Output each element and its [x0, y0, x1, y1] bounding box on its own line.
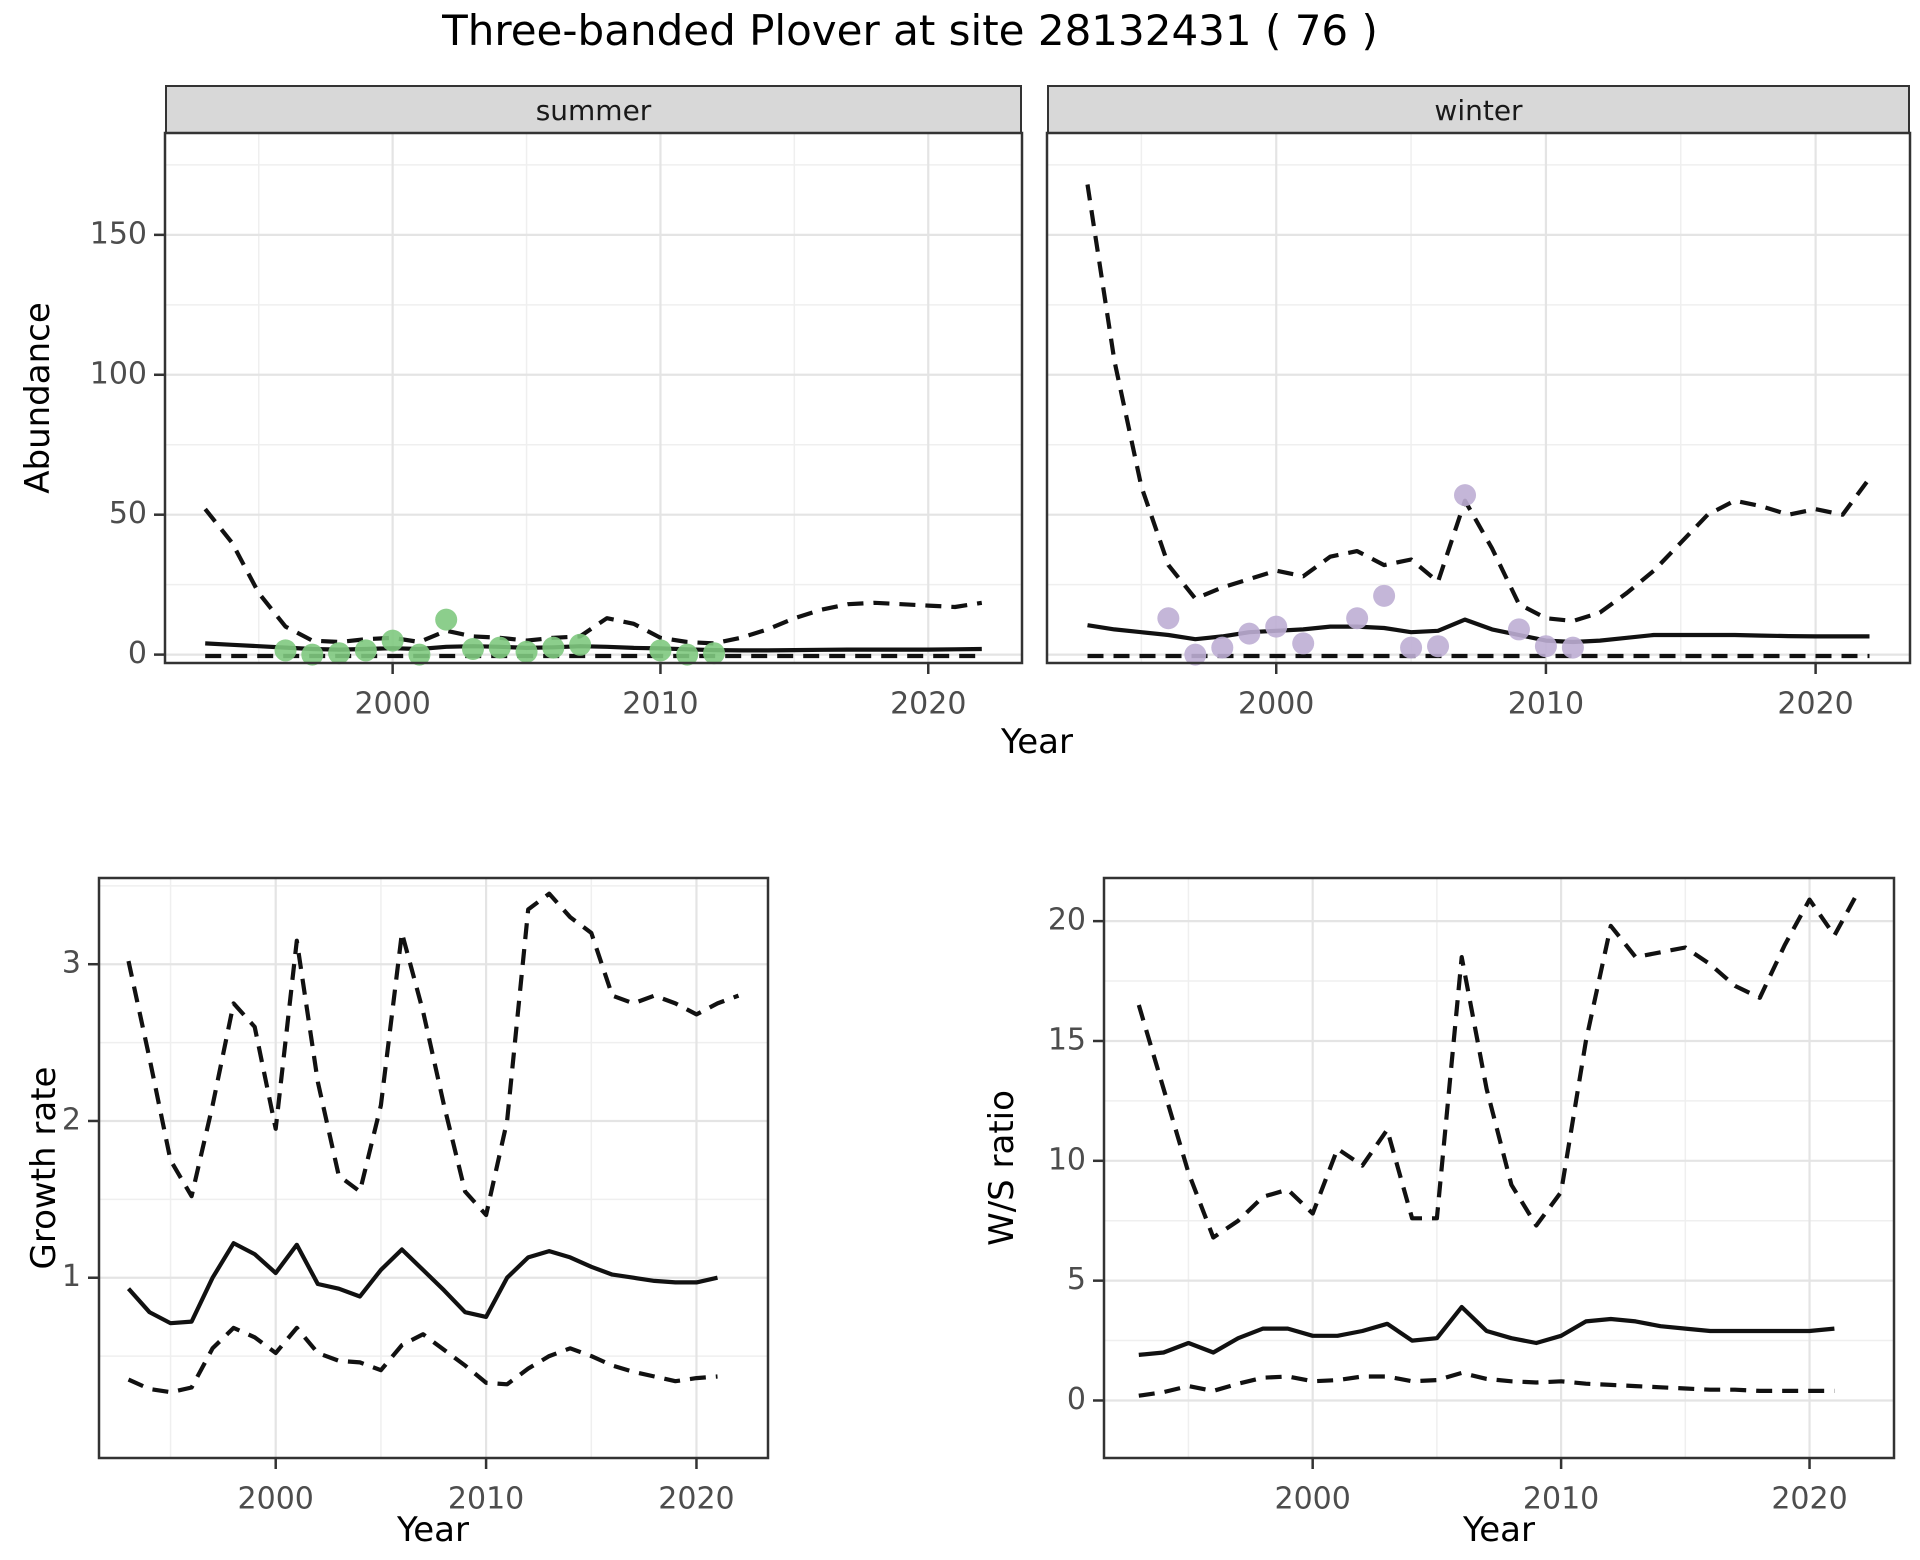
abundance-winter-observation-point	[1292, 632, 1315, 655]
abundance-summer-observation-point	[515, 640, 538, 663]
abundance-winter-observation-point	[1373, 584, 1396, 607]
x-tick-label: 2000	[354, 687, 430, 722]
abundance-summer-observation-point	[488, 636, 511, 659]
abundance-summer-observation-point	[408, 643, 431, 666]
y-tick-label: 20	[1048, 903, 1086, 938]
abundance-summer-observation-point	[328, 642, 351, 665]
abundance-winter-observation-point	[1157, 607, 1180, 630]
abundance-summer-observation-point	[676, 643, 699, 666]
facet-strip-summer: summer	[165, 85, 1022, 135]
abundance-winter-observation-point	[1184, 643, 1207, 666]
abundance-winter-observation-point	[1427, 635, 1450, 658]
panel-border	[1045, 131, 1912, 665]
ws-ratio-upper-ci-line	[1136, 888, 1862, 1240]
x-tick-label: 2000	[238, 1482, 314, 1517]
y-tick-label: 1	[62, 1259, 81, 1294]
x-tick-label: 2010	[448, 1482, 524, 1517]
x-tick-label: 2010	[1508, 687, 1584, 722]
panel-border	[1102, 876, 1896, 1460]
top-year-axis-title: Year	[1001, 722, 1073, 762]
abundance-winter-estimate-line	[1087, 617, 1870, 645]
abundance-winter-observation-point	[1454, 484, 1477, 507]
abundance-summer-observation-point	[435, 608, 458, 631]
y-tick-label: 0	[1067, 1382, 1086, 1417]
abundance-summer-observation-point	[301, 643, 324, 666]
abundance-summer-observation-point	[461, 638, 484, 661]
x-tick-label: 2020	[1771, 1482, 1847, 1517]
abundance-winter-panel: 2000 2010 2020	[1045, 131, 1912, 722]
y-tick-label: 3	[62, 946, 81, 981]
growth-year-axis-title: Year	[397, 1510, 469, 1550]
growth-rate-estimate-line	[126, 1241, 718, 1326]
y-tick-label: 2	[62, 1102, 81, 1137]
y-tick-label: 10	[1048, 1142, 1086, 1177]
abundance-summer-observation-point	[354, 639, 377, 662]
abundance-summer-observation-point	[569, 633, 592, 656]
x-tick-label: 2020	[658, 1482, 734, 1517]
y-tick-label: 15	[1048, 1022, 1086, 1057]
abundance-winter-observation-point	[1265, 615, 1288, 638]
x-tick-label: 2000	[1238, 687, 1314, 722]
x-tick-label: 2010	[622, 687, 698, 722]
facet-strip-winter-label: winter	[1434, 93, 1523, 127]
growth-rate-upper-ci-line	[126, 891, 740, 1218]
ws-ratio-lower-ci-line	[1138, 1370, 1835, 1398]
abundance-winter-observation-point	[1507, 618, 1530, 641]
facet-strip-winter: winter	[1047, 85, 1910, 135]
growth-rate-panel: 2000 2010 2020 1 2 3	[62, 876, 770, 1517]
abundance-winter-observation-point	[1238, 622, 1261, 645]
abundance-summer-observation-point	[649, 639, 672, 662]
chart-title: Three-banded Plover at site 28132431 ( 7…	[442, 6, 1378, 55]
facet-strip-summer-label: summer	[535, 93, 652, 127]
abundance-winter-observation-point	[1561, 636, 1584, 659]
x-tick-label: 2020	[1777, 687, 1853, 722]
y-tick-label: 0	[128, 636, 147, 671]
y-tick-label: 50	[109, 496, 147, 531]
abundance-summer-panel: 2000 2010 2020 0 50 100 150	[90, 131, 1024, 722]
growth-rate-lower-ci-line	[127, 1325, 718, 1395]
y-tick-label: 150	[90, 216, 147, 251]
x-tick-label: 2000	[1274, 1482, 1350, 1517]
abundance-winter-observation-point	[1211, 636, 1234, 659]
abundance-summer-observation-point	[274, 639, 297, 662]
panel-border	[97, 876, 770, 1460]
x-tick-label: 2010	[1523, 1482, 1599, 1517]
ws-year-axis-title: Year	[1463, 1510, 1535, 1550]
x-tick-label: 2020	[890, 687, 966, 722]
y-tick-label: 100	[90, 356, 147, 391]
y-tick-label: 5	[1067, 1262, 1086, 1297]
abundance-winter-observation-point	[1534, 635, 1557, 658]
panel-border	[163, 131, 1024, 665]
abundance-winter-upper-ci-line	[1085, 184, 1872, 624]
abundance-summer-upper-ci-line	[203, 507, 983, 646]
abundance-summer-observation-point	[703, 642, 726, 665]
abundance-winter-observation-point	[1400, 636, 1423, 659]
abundance-summer-observation-point	[381, 629, 404, 652]
ws-ratio-estimate-line	[1138, 1304, 1835, 1357]
abundance-summer-observation-point	[542, 636, 565, 659]
ws-ratio-panel: 2000 2010 2020 0 5 10 15 20	[1048, 876, 1896, 1517]
abundance-winter-observation-point	[1346, 607, 1369, 630]
